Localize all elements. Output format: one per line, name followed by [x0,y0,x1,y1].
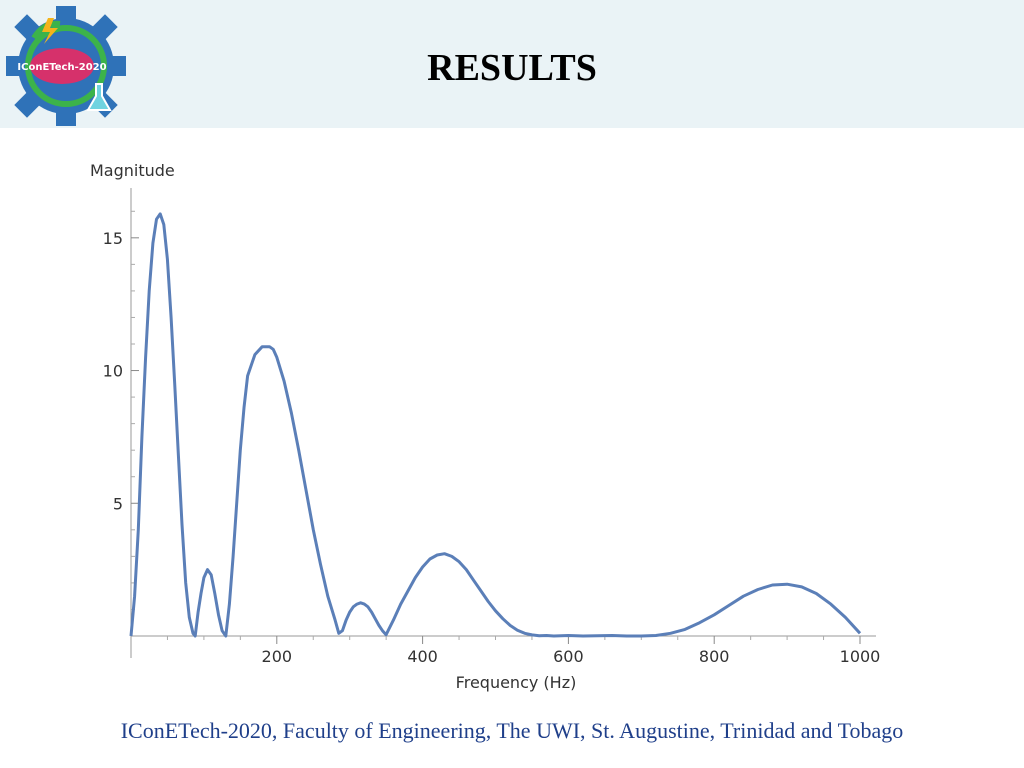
chart-axes [130,188,876,658]
y-tick-label: 5 [113,494,123,513]
logo-text: IConETech-2020 [17,62,106,73]
y-tick-label: 10 [103,362,123,381]
x-tick-label: 1000 [840,647,881,666]
lightning-icon [42,18,58,44]
slide-title: RESULTS [427,47,597,89]
flask-icon [86,83,112,111]
x-tick-label: 600 [553,647,584,666]
y-axis-label: Magnitude [90,161,175,180]
x-tick-label: 200 [262,647,293,666]
chart-ticks: 200 400 600 800 1000 5 10 15 [103,210,881,666]
slide-footer: IConETech-2020, Faculty of Engineering, … [120,718,904,743]
magnitude-chart: 200 400 600 800 1000 5 10 15 Magnitude Frequenc… [90,161,881,692]
conference-logo: IConETech-2020 [6,6,126,126]
series-line [129,212,862,638]
y-tick-label: 15 [103,229,123,248]
slide-header [0,0,1024,128]
x-axis-label: Frequency (Hz) [456,673,577,692]
x-tick-label: 400 [407,647,438,666]
x-tick-label: 800 [699,647,730,666]
